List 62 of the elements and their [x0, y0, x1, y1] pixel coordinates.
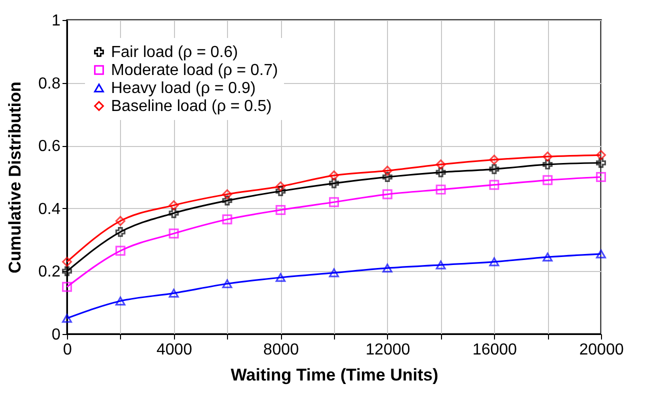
point — [62, 314, 72, 323]
point — [168, 288, 179, 298]
point — [542, 159, 553, 170]
point — [168, 228, 179, 239]
legend-label: Fair load (ρ = 0.6) — [111, 44, 238, 61]
y-tick-label: 1 — [52, 12, 61, 30]
point — [382, 166, 392, 176]
x-tick-label: 0 — [63, 342, 72, 358]
point — [596, 250, 606, 258]
point — [596, 150, 606, 160]
point — [329, 170, 339, 180]
point — [222, 196, 232, 206]
point — [115, 296, 126, 306]
point — [168, 200, 179, 210]
x-tick-label: 4000 — [156, 342, 192, 358]
point — [115, 246, 126, 256]
point — [489, 154, 500, 165]
point — [489, 164, 500, 174]
point — [276, 204, 286, 215]
point — [329, 268, 339, 278]
point — [542, 175, 553, 186]
point — [382, 172, 392, 182]
legend-label: Moderate load (ρ = 0.7) — [111, 62, 278, 79]
x-tick-label: 8000 — [263, 342, 299, 358]
point — [329, 178, 339, 188]
y-tick-label: 0 — [52, 326, 61, 344]
point — [222, 189, 232, 200]
point — [115, 216, 126, 226]
point — [436, 184, 446, 195]
point — [596, 158, 606, 168]
point — [436, 167, 446, 178]
point — [436, 159, 446, 170]
x-tick-label: 20000 — [579, 342, 624, 358]
legend-label: Baseline load (ρ = 0.5) — [111, 98, 272, 115]
point — [489, 257, 500, 266]
point — [62, 282, 72, 292]
point — [489, 180, 500, 190]
legend-label: Heavy load (ρ = 0.9) — [111, 80, 256, 97]
point — [222, 214, 232, 224]
point — [436, 260, 446, 270]
y-axis-title: Cumulative Distribution — [5, 82, 24, 274]
point — [382, 189, 392, 200]
point — [222, 279, 232, 288]
y-tick-label: 0.4 — [38, 200, 61, 218]
point — [542, 152, 553, 162]
point — [596, 172, 606, 182]
y-tick-label: 0.8 — [38, 75, 61, 92]
point — [329, 197, 339, 208]
x-axis-title: Waiting Time (Time Units) — [230, 366, 438, 384]
y-tick-label: 0.2 — [38, 264, 61, 281]
x-tick-label: 12000 — [366, 342, 410, 358]
point — [276, 273, 286, 282]
point — [62, 256, 72, 267]
y-tick-label: 0.6 — [38, 138, 61, 156]
point — [168, 208, 179, 218]
point — [382, 264, 392, 272]
point — [115, 226, 126, 237]
point — [276, 186, 286, 196]
x-tick-label: 16000 — [472, 342, 518, 358]
point — [276, 181, 286, 192]
point — [542, 252, 553, 262]
point — [62, 266, 72, 276]
